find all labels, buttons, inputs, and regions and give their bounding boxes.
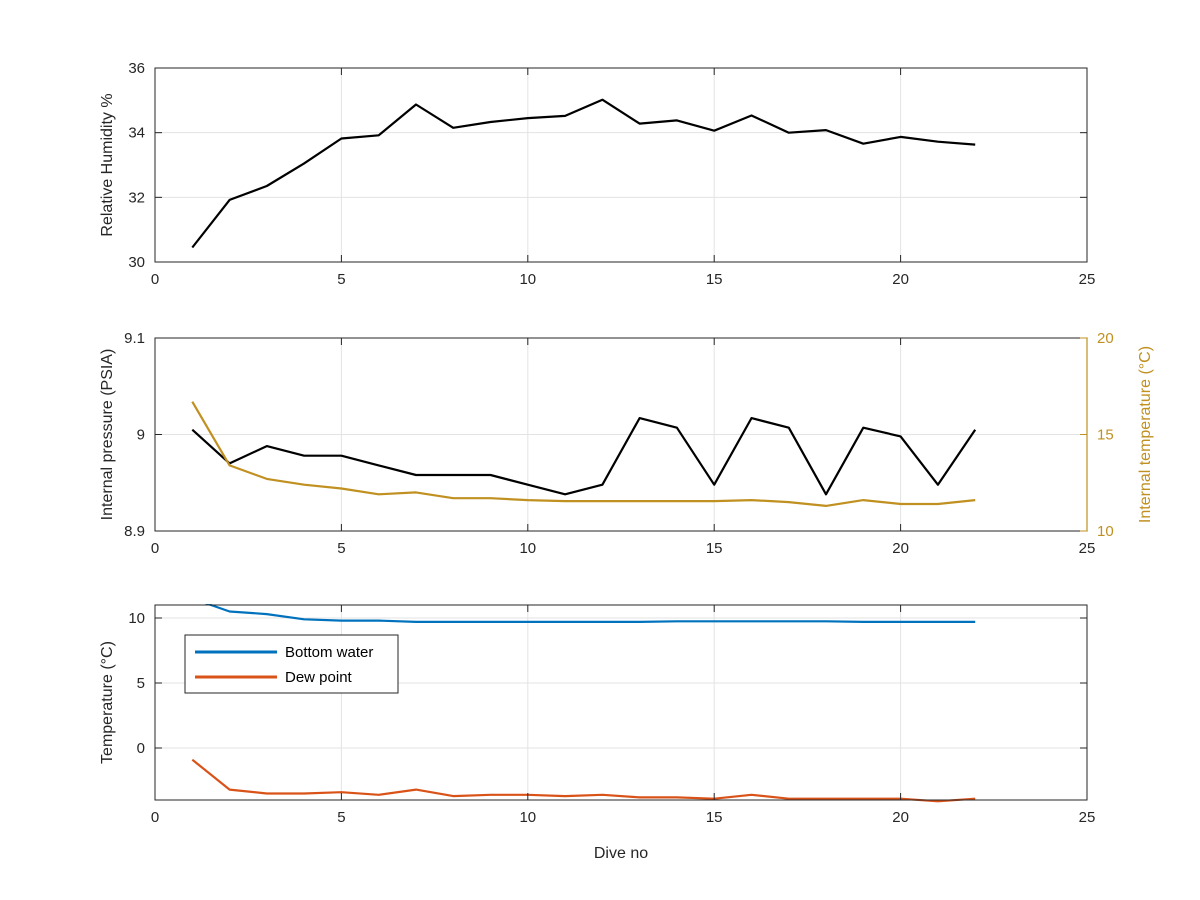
x-tick-label: 15 — [706, 809, 723, 826]
right-y-tick-label: 20 — [1097, 330, 1114, 347]
x-tick-label: 20 — [892, 809, 909, 826]
x-tick-label: 20 — [892, 540, 909, 557]
right-y-tick-label: 10 — [1097, 523, 1114, 540]
series-0-line — [191, 417, 977, 496]
y-axis-label: Temperature (°C) — [99, 641, 116, 764]
legend-label: Bottom water — [285, 644, 373, 661]
y-tick-label: 9 — [137, 427, 145, 444]
x-tick-label: 5 — [337, 540, 345, 557]
top-mask — [153, 308, 1089, 337]
x-tick-label: 10 — [519, 540, 536, 557]
x-tick-label: 0 — [151, 809, 159, 826]
top-mask — [153, 38, 1089, 67]
temperature-panel: 0 5 10 15 20 25 0 5 10 Temperature (°C) Dive no Bot… — [99, 575, 1095, 862]
bottom-water-line — [191, 597, 976, 624]
x-tick-label: 25 — [1079, 809, 1096, 826]
right-y-axis-label: Internal temperature (°C) — [1137, 346, 1154, 523]
y-tick-label: 0 — [137, 740, 145, 757]
y-axis-label: Relative Humidity % — [99, 93, 116, 236]
x-tick-label: 25 — [1079, 540, 1096, 557]
y-axis-label: Internal pressure (PSIA) — [99, 349, 116, 521]
dew-point-line — [191, 758, 976, 803]
series-1-line — [191, 401, 976, 507]
y-tick-label: 34 — [128, 125, 145, 142]
right-y-tick-label: 15 — [1097, 427, 1114, 444]
y-tick-label: 30 — [128, 254, 145, 271]
x-tick-label: 20 — [892, 271, 909, 288]
y-tick-label: 36 — [128, 60, 145, 77]
x-axis-label: Dive no — [594, 845, 648, 862]
y-tick-label: 32 — [128, 189, 145, 206]
x-tick-label: 25 — [1079, 271, 1096, 288]
y-tick-label: 10 — [128, 610, 145, 627]
x-tick-label: 15 — [706, 540, 723, 557]
x-tick-label: 10 — [519, 271, 536, 288]
series-0-line — [191, 98, 976, 249]
axes-box — [154, 67, 1088, 263]
y-tick-label: 8.9 — [124, 523, 145, 540]
pressure-temperature-panel: 0 5 10 15 20 25 8.9 9 9.1 10 15 20 Internal temperat… — [99, 308, 1154, 557]
y-tick-label: 5 — [137, 675, 145, 692]
legend-box — [184, 634, 399, 694]
legend-label: Dew point — [285, 669, 353, 686]
y-tick-label: 9.1 — [124, 330, 145, 347]
x-tick-label: 5 — [337, 809, 345, 826]
top-mask — [153, 575, 1089, 604]
humidity-panel: 0 5 10 15 20 25 30 32 34 36 Relative Humidity % — [99, 38, 1095, 288]
x-tick-label: 5 — [337, 271, 345, 288]
x-tick-label: 15 — [706, 271, 723, 288]
axes-box — [154, 604, 1088, 801]
x-tick-label: 10 — [519, 809, 536, 826]
x-tick-label: 0 — [151, 271, 159, 288]
x-tick-label: 0 — [151, 540, 159, 557]
